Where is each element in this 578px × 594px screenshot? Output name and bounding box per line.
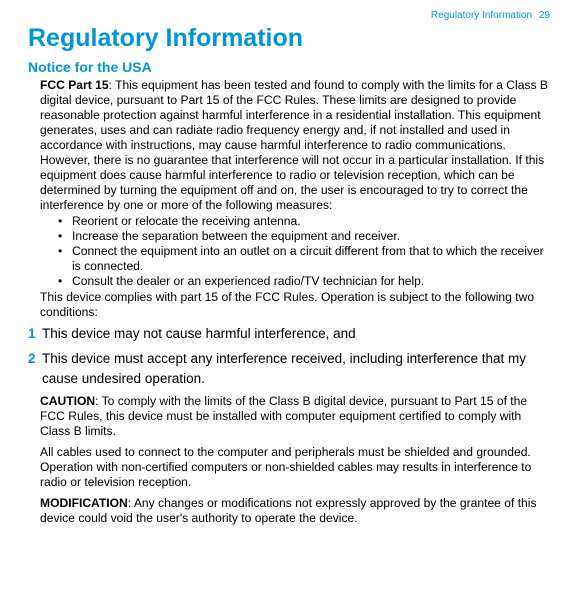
list-item: 1 This device may not cause harmful inte… [28, 324, 550, 344]
list-item: Reorient or relocate the receiving anten… [72, 214, 550, 229]
fcc-part-15-text: : This equipment has been tested and fou… [40, 78, 548, 212]
caution-label: CAUTION [40, 394, 95, 408]
section-heading-usa: Notice for the USA [28, 59, 550, 75]
modification-paragraph: MODIFICATION: Any changes or modificatio… [28, 496, 550, 526]
fcc-part-15-paragraph: FCC Part 15: This equipment has been tes… [28, 78, 550, 213]
list-item: Consult the dealer or an experienced rad… [72, 274, 550, 289]
running-head: Regulatory Information 29 [28, 10, 550, 21]
page-title: Regulatory Information [28, 24, 550, 53]
list-item: Increase the separation between the equi… [72, 229, 550, 244]
condition-text: This device must accept any interference… [42, 351, 526, 386]
running-head-label: Regulatory Information [431, 10, 532, 21]
list-number: 1 [28, 324, 36, 344]
modification-label: MODIFICATION [40, 496, 128, 510]
list-item: 2 This device must accept any interferen… [28, 349, 550, 388]
list-item: Connect the equipment into an outlet on … [72, 244, 550, 274]
fcc-part-15-label: FCC Part 15 [40, 78, 109, 92]
condition-text: This device may not cause harmful interf… [42, 326, 356, 341]
cables-paragraph: All cables used to connect to the comput… [28, 445, 550, 490]
caution-text: : To comply with the limits of the Class… [40, 394, 527, 438]
list-number: 2 [28, 349, 36, 369]
page-number: 29 [539, 10, 550, 21]
conditions-intro: This device complies with part 15 of the… [28, 290, 550, 320]
caution-paragraph: CAUTION: To comply with the limits of th… [28, 394, 550, 439]
measures-list: Reorient or relocate the receiving anten… [28, 214, 550, 289]
page: Regulatory Information 29 Regulatory Inf… [0, 0, 578, 594]
conditions-list: 1 This device may not cause harmful inte… [28, 324, 550, 389]
